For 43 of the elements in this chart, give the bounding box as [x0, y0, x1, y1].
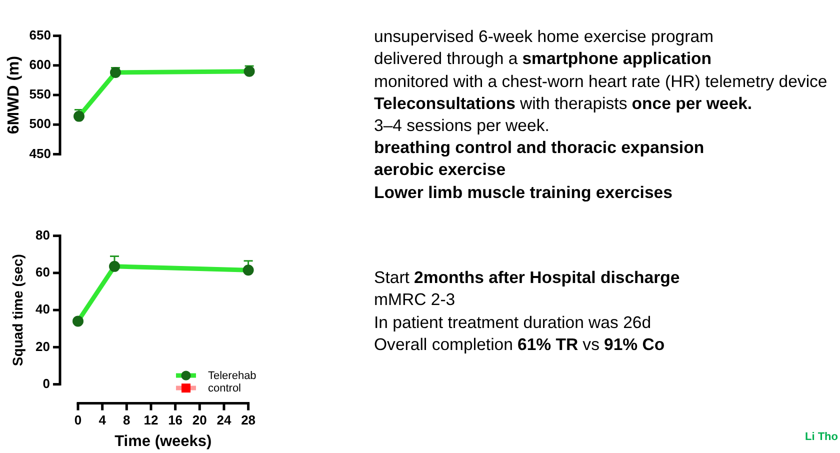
- text: 3–4 sessions per week.: [374, 115, 550, 137]
- y-tick-label: 550: [29, 86, 51, 102]
- text: Start: [374, 266, 410, 288]
- x-tick-label: 8: [123, 412, 130, 428]
- y-tick-label: 500: [29, 116, 51, 132]
- text: Overall completion: [374, 334, 513, 356]
- x-tick-label: 28: [241, 412, 256, 428]
- text: with therapists: [520, 92, 628, 115]
- y-axis-title: 6MWD (m): [6, 56, 23, 134]
- text: 2months after Hospital discharge: [414, 266, 680, 288]
- text: In patient treatment duration was 26d: [374, 312, 652, 334]
- x-tick-label: 0: [74, 412, 82, 428]
- text: vs: [582, 334, 600, 356]
- text: aerobic exercise: [374, 159, 506, 182]
- y-tick-label: 450: [29, 146, 51, 161]
- text: 91% Co: [604, 334, 665, 356]
- y-tick-label: 40: [36, 302, 50, 317]
- y-tick-label: 20: [36, 338, 50, 354]
- y-tick-label: 650: [29, 27, 51, 42]
- text: delivered through a: [374, 48, 518, 70]
- x-tick-label: 16: [168, 412, 183, 428]
- text: smartphone application: [522, 48, 712, 70]
- text: mMRC 2-3: [374, 289, 456, 311]
- x-axis-title: Time (weeks): [114, 432, 212, 450]
- text: 61% TR: [518, 334, 578, 356]
- y-tick-label: 60: [36, 264, 50, 280]
- y-axis-title: Squad time (sec): [9, 254, 26, 366]
- legend-label: Telerehab: [208, 370, 256, 382]
- legend-label: control: [208, 382, 242, 395]
- text: unsupervised 6-week home exercise program: [374, 26, 714, 48]
- x-tick-label: 4: [98, 412, 107, 428]
- y-tick-label: 0: [42, 376, 50, 391]
- text: once per week.: [632, 92, 752, 115]
- x-tick-label: 12: [144, 412, 158, 428]
- text: Teleconsultations: [374, 92, 516, 115]
- x-tick-label: 24: [216, 412, 232, 428]
- x-tick-label: 20: [192, 412, 207, 428]
- text: monitored with a chest-worn heart rate (HR) telemetry device: [374, 70, 828, 93]
- text: Li Tho: [805, 431, 838, 444]
- y-tick-label: 80: [36, 227, 50, 242]
- y-tick-label: 600: [29, 56, 51, 72]
- text: breathing control and thoracic expansion: [374, 137, 704, 160]
- text: Lower limb muscle training exercises: [374, 182, 672, 204]
